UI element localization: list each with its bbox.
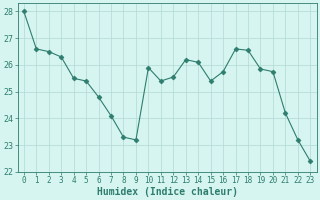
X-axis label: Humidex (Indice chaleur): Humidex (Indice chaleur) (97, 186, 237, 197)
